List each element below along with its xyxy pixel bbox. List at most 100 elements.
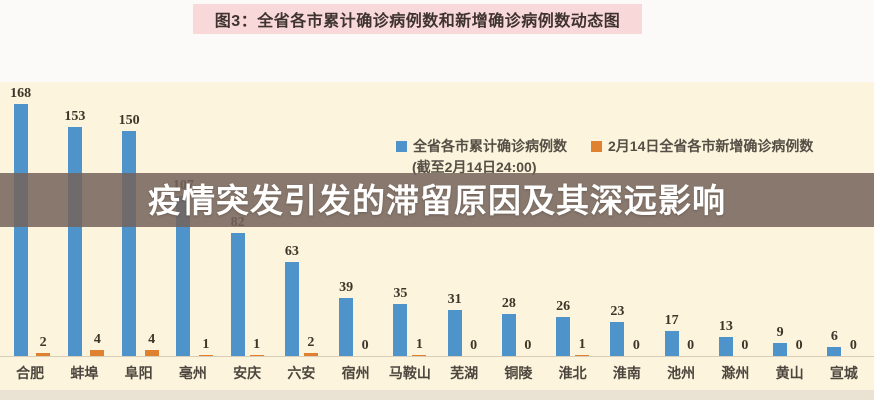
cumulative-bar <box>67 126 82 356</box>
new-cases-bar-col: 1 <box>249 336 264 356</box>
new-cases-value-label: 4 <box>148 332 156 347</box>
cumulative-bar <box>773 342 788 356</box>
new-cases-value-label: 0 <box>849 338 857 353</box>
cumulative-bar-col: 150 <box>119 114 140 356</box>
cumulative-bar-col: 28 <box>501 296 516 356</box>
city-label: 芜湖 <box>450 365 479 381</box>
cumulative-bar-col: 168 <box>10 87 31 356</box>
city-label: 阜阳 <box>124 365 153 381</box>
bar-group: 28 0 <box>491 82 545 356</box>
new-cases-value-label: 1 <box>202 336 210 352</box>
chart-legend: 全省各市累计确诊病例数 2月14日全省各市新增确诊病例数 <box>396 136 813 156</box>
cumulative-value-label: 63 <box>284 243 299 259</box>
cumulative-bar <box>176 195 191 356</box>
cumulative-value-label: 23 <box>610 303 625 319</box>
cumulative-bar <box>339 297 354 356</box>
cumulative-bar-col: 63 <box>284 243 299 356</box>
new-cases-bar-col: 2 <box>303 335 318 356</box>
new-cases-value-label: 2 <box>307 335 315 350</box>
new-cases-bar-col: 0 <box>738 339 752 356</box>
new-cases-value-label: 4 <box>93 332 101 347</box>
cumulative-value-label: 150 <box>118 113 140 128</box>
city-label: 六安 <box>287 365 316 381</box>
cumulative-bar <box>230 233 245 356</box>
bar-group: 35 1 <box>383 82 437 356</box>
cumulative-value-label: 26 <box>556 299 571 314</box>
cumulative-value-label: 9 <box>776 324 784 340</box>
legend-swatch-blue-icon <box>396 140 407 152</box>
new-cases-bar-col: 2 <box>36 336 51 356</box>
new-cases-value-label: 0 <box>632 338 640 353</box>
cumulative-value-label: 31 <box>447 291 462 307</box>
bar-group: 63 2 <box>274 82 328 356</box>
new-cases-value-label: 1 <box>415 336 423 352</box>
new-cases-value-label: 1 <box>253 336 261 352</box>
city-label: 宣城 <box>829 365 858 381</box>
cumulative-bar <box>556 317 571 356</box>
city-label: 淮北 <box>558 365 587 381</box>
new-cases-value-label: 0 <box>524 338 532 353</box>
cumulative-value-label: 17 <box>664 312 679 328</box>
new-cases-bar-col: 0 <box>521 339 535 356</box>
new-cases-value-label: 0 <box>741 338 749 353</box>
new-cases-bar-col: 0 <box>629 339 643 356</box>
city-label: 亳州 <box>178 365 207 381</box>
new-cases-bar-col: 4 <box>90 332 105 356</box>
cumulative-bar-col: 13 <box>718 318 733 356</box>
cumulative-value-label: 35 <box>393 285 408 301</box>
bar-group: 26 1 <box>546 82 600 356</box>
legend-label-new-cases: 2月14日全省各市新增确诊病例数 <box>608 138 814 154</box>
cumulative-bar <box>718 336 733 356</box>
new-cases-bar-col: 0 <box>358 339 372 356</box>
headline-overlay-band: 疫情突发引发的滞留原因及其深远影响 <box>0 173 874 227</box>
new-cases-value-label: 0 <box>470 338 478 353</box>
cumulative-bar-col: 6 <box>827 329 842 356</box>
city-label: 淮南 <box>612 365 641 381</box>
chart-bottom-strip <box>0 390 874 400</box>
cumulative-value-label: 6 <box>830 329 838 344</box>
cumulative-bar <box>447 309 462 356</box>
cumulative-bar-col: 31 <box>447 291 462 356</box>
city-label: 黄山 <box>775 365 804 381</box>
cumulative-value-label: 39 <box>339 279 354 295</box>
x-axis-labels: 合肥 蚌埠 阜阳 亳州 安庆 六安 宿州 马鞍山 芜湖 铜陵 淮北 淮南 池州 滁州 黄山 宣城 <box>3 363 871 383</box>
cumulative-bar-col: 26 <box>556 299 571 356</box>
new-cases-bar-col: 0 <box>684 339 698 356</box>
bar-group: 17 0 <box>654 82 708 356</box>
cumulative-bar-col: 23 <box>610 303 625 356</box>
new-cases-bar <box>412 354 427 356</box>
new-cases-bar <box>90 350 105 356</box>
cumulative-bar <box>610 321 625 356</box>
city-label: 马鞍山 <box>388 365 431 381</box>
cumulative-bar <box>122 131 137 356</box>
headline-overlay-text: 疫情突发引发的滞留原因及其深远影响 <box>148 181 726 219</box>
cumulative-bar-col: 39 <box>339 279 354 356</box>
x-axis-line <box>0 356 874 357</box>
city-label: 滁州 <box>721 365 750 381</box>
legend-item-cumulative: 全省各市累计确诊病例数 <box>396 136 567 156</box>
new-cases-bar <box>198 354 213 356</box>
city-label: 池州 <box>667 365 696 381</box>
city-label: 蚌埠 <box>70 365 99 381</box>
new-cases-bar <box>249 354 264 356</box>
city-label: 安庆 <box>233 365 262 381</box>
bar-chart: 1682153415041071821632390351310280261230… <box>0 82 874 400</box>
new-cases-bar <box>303 353 318 356</box>
cumulative-value-label: 13 <box>718 318 733 334</box>
cumulative-bar <box>664 330 679 356</box>
new-cases-value-label: 0 <box>361 338 369 353</box>
cumulative-value-label: 28 <box>501 296 516 311</box>
new-cases-bar <box>144 350 159 356</box>
new-cases-bar <box>575 354 590 356</box>
legend-note: (截至2月14日24:00) <box>412 159 537 175</box>
bar-group: 13 0 <box>708 82 762 356</box>
city-label: 合肥 <box>16 365 45 381</box>
cumulative-bar <box>393 303 408 356</box>
cumulative-value-label: 153 <box>64 108 86 124</box>
cumulative-bar <box>13 104 28 356</box>
chart-title: 图3：全省各市累计确诊病例数和新增确诊病例数动态图 <box>214 13 621 30</box>
cumulative-bar <box>284 261 299 356</box>
new-cases-value-label: 1 <box>578 336 586 352</box>
